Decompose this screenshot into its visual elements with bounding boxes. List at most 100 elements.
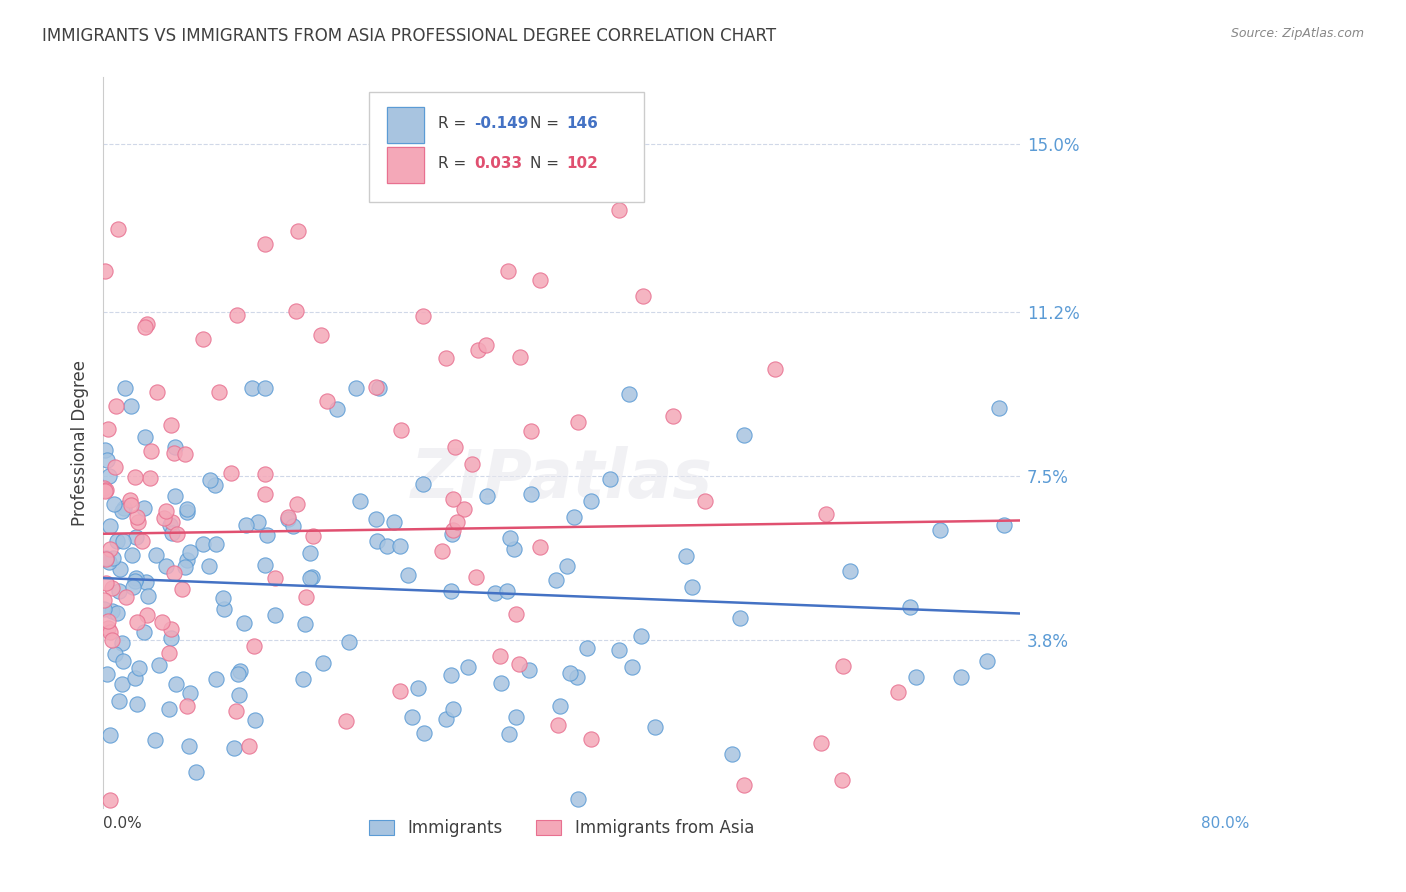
Text: R =: R = — [437, 156, 471, 171]
Immigrants — [179, 686, 201, 700]
Immigrants from Asia — [159, 623, 181, 637]
Immigrants — [243, 714, 266, 728]
Immigrants from Asia — [150, 615, 173, 630]
Immigrants — [499, 531, 522, 545]
Immigrants — [546, 573, 568, 587]
Immigrants — [100, 604, 122, 618]
Immigrants from Asia — [567, 415, 589, 429]
Immigrants from Asia — [335, 714, 357, 728]
Immigrants from Asia — [831, 773, 853, 788]
Text: 0.0%: 0.0% — [103, 816, 142, 830]
Immigrants — [132, 500, 155, 515]
Immigrants — [565, 670, 588, 684]
Immigrants from Asia — [174, 447, 197, 461]
Immigrants — [121, 548, 143, 562]
Immigrants from Asia — [138, 471, 160, 485]
Immigrants from Asia — [412, 309, 434, 323]
Immigrants — [110, 562, 132, 576]
Immigrants from Asia — [125, 615, 148, 629]
Immigrants — [949, 670, 972, 684]
Immigrants — [136, 589, 159, 603]
Immigrants from Asia — [160, 417, 183, 432]
Immigrants from Asia — [120, 498, 142, 512]
Immigrants — [204, 537, 226, 551]
Immigrants — [375, 539, 398, 553]
Immigrants from Asia — [453, 501, 475, 516]
Immigrants from Asia — [141, 443, 163, 458]
Text: ZIPatlas: ZIPatlas — [411, 447, 713, 513]
Immigrants — [368, 380, 391, 394]
Immigrants — [675, 549, 697, 563]
Immigrants — [134, 430, 156, 444]
Immigrants — [498, 727, 520, 741]
Immigrants — [235, 518, 257, 533]
Immigrants from Asia — [520, 424, 543, 438]
Immigrants from Asia — [529, 540, 551, 554]
Immigrants from Asia — [294, 590, 316, 604]
Immigrants from Asia — [163, 446, 186, 460]
Immigrants from Asia — [93, 593, 115, 607]
Immigrants from Asia — [311, 328, 333, 343]
Immigrants — [401, 710, 423, 724]
Legend: Immigrants, Immigrants from Asia: Immigrants, Immigrants from Asia — [363, 813, 761, 844]
Immigrants — [176, 502, 198, 516]
Immigrants from Asia — [163, 566, 186, 580]
Immigrants — [224, 741, 246, 756]
Immigrants — [163, 441, 186, 455]
Immigrants — [112, 501, 135, 516]
Immigrants — [145, 548, 167, 562]
Immigrants — [155, 559, 177, 574]
Immigrants — [993, 518, 1015, 533]
Immigrants from Asia — [94, 264, 117, 278]
Immigrants from Asia — [434, 351, 457, 366]
Immigrants from Asia — [287, 224, 309, 238]
Text: N =: N = — [530, 156, 564, 171]
Immigrants — [101, 551, 124, 566]
Text: R =: R = — [437, 116, 471, 131]
Immigrants — [110, 677, 132, 691]
Immigrants — [97, 468, 120, 483]
Immigrants — [96, 666, 118, 681]
Text: 146: 146 — [567, 116, 598, 131]
Immigrants — [263, 608, 285, 623]
Y-axis label: Professional Degree: Professional Degree — [72, 360, 89, 526]
Immigrants from Asia — [579, 732, 602, 747]
Immigrants from Asia — [315, 394, 337, 409]
Immigrants — [477, 489, 499, 503]
Immigrants — [247, 515, 270, 529]
Immigrants from Asia — [547, 718, 569, 732]
Immigrants — [294, 616, 316, 631]
Immigrants from Asia — [498, 264, 520, 278]
Immigrants — [503, 542, 526, 557]
Immigrants — [555, 559, 578, 574]
Immigrants — [132, 624, 155, 639]
Immigrants — [127, 697, 149, 711]
Immigrants from Asia — [97, 615, 120, 629]
Immigrants from Asia — [389, 423, 412, 437]
FancyBboxPatch shape — [368, 92, 644, 202]
Immigrants — [212, 591, 235, 605]
Immigrants — [599, 472, 621, 486]
Immigrants — [349, 494, 371, 508]
Immigrants from Asia — [446, 516, 468, 530]
Immigrants — [496, 584, 519, 599]
Immigrants from Asia — [465, 570, 488, 584]
Immigrants — [298, 546, 321, 560]
Immigrants from Asia — [162, 515, 184, 529]
Immigrants — [159, 518, 181, 533]
Immigrants from Asia — [124, 470, 146, 484]
Immigrants from Asia — [285, 498, 308, 512]
Immigrants — [198, 558, 221, 573]
Immigrants — [240, 380, 263, 394]
Immigrants — [364, 512, 387, 526]
Immigrants — [489, 675, 512, 690]
Immigrants from Asia — [242, 640, 264, 654]
Immigrants from Asia — [254, 467, 277, 481]
Immigrants — [104, 647, 127, 661]
Immigrants from Asia — [364, 380, 387, 394]
Immigrants — [484, 586, 506, 600]
Immigrants — [630, 629, 652, 643]
Immigrants — [644, 720, 666, 734]
Immigrants — [548, 699, 571, 714]
Immigrants — [441, 702, 464, 716]
